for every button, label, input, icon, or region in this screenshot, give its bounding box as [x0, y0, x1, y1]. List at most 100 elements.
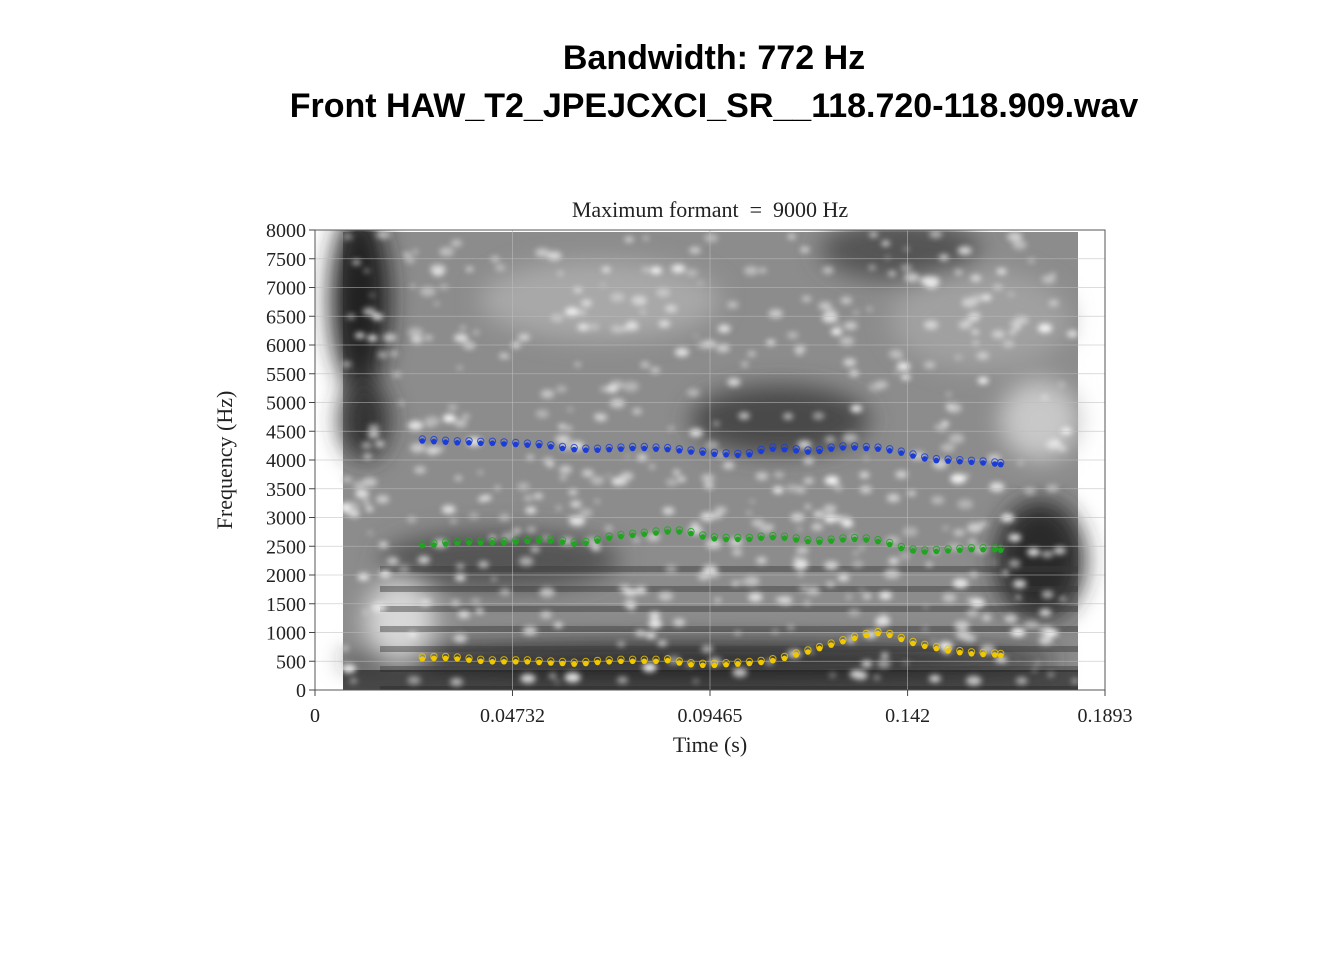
- spec-speckle: [900, 552, 911, 560]
- spec-speckle: [407, 676, 421, 685]
- spec-speckle: [1053, 546, 1066, 555]
- spec-speckle: [591, 544, 601, 551]
- formant-point: [442, 541, 449, 547]
- spec-speckle: [881, 653, 889, 658]
- spec-speckle: [825, 309, 838, 317]
- spec-speckle: [624, 454, 631, 459]
- spec-speckle: [518, 333, 530, 342]
- spec-speckle: [414, 466, 426, 474]
- spec-speckle: [896, 362, 911, 371]
- spec-speckle: [457, 610, 471, 619]
- spec-speckle: [976, 351, 989, 360]
- formant-point: [442, 655, 449, 662]
- y-tick-label: 4000: [266, 450, 306, 472]
- formant-point: [851, 445, 858, 451]
- spec-speckle: [379, 570, 391, 578]
- formant-point: [770, 534, 776, 541]
- spec-speckle: [657, 640, 668, 647]
- formant-point: [536, 538, 542, 544]
- grid: [314, 229, 1106, 691]
- formant-point: [805, 449, 811, 455]
- formant-point: [723, 452, 729, 458]
- spec-speckle: [837, 573, 850, 582]
- spec-speckle: [417, 556, 431, 564]
- spec-speckle: [972, 341, 979, 346]
- spec-speckle: [734, 631, 741, 636]
- spec-speckle: [382, 333, 397, 342]
- spec-speckle: [801, 295, 812, 302]
- spec-speckle: [900, 264, 913, 272]
- spec-speckle: [689, 246, 701, 254]
- y-tick-label: 0: [296, 680, 306, 702]
- spec-speckle: [940, 443, 955, 453]
- spec-speckle: [811, 523, 823, 531]
- spec-speckle: [408, 631, 417, 637]
- spec-speckle: [634, 586, 647, 594]
- spec-speckle: [559, 465, 572, 474]
- formant-point: [524, 659, 531, 665]
- formant-point: [746, 452, 753, 458]
- spec-speckle: [966, 609, 979, 617]
- spec-speckle: [439, 247, 454, 257]
- formant-point: [910, 453, 916, 459]
- y-tick-label: 500: [276, 651, 306, 673]
- spec-speckle: [970, 274, 982, 282]
- spec-speckle: [461, 414, 470, 419]
- y-tick-label: 2500: [266, 536, 306, 558]
- formant-point: [466, 540, 472, 546]
- spec-speckle: [881, 240, 890, 246]
- spec-speckle: [768, 309, 783, 319]
- spec-speckle: [879, 614, 889, 620]
- spec-speckle: [859, 546, 865, 550]
- spec-speckle: [842, 433, 858, 443]
- spec-speckle: [686, 269, 698, 277]
- title-line-filename: Front HAW_T2_JPEJCXCI_SR__118.720-118.90…: [289, 87, 1139, 125]
- spec-speckle: [374, 440, 385, 447]
- formant-point: [921, 549, 928, 555]
- spec-speckle: [803, 477, 814, 485]
- spec-speckle: [526, 455, 534, 460]
- formant-point: [828, 642, 834, 648]
- spec-speckle: [929, 230, 943, 239]
- spec-speckle: [939, 642, 945, 646]
- spec-speckle: [640, 361, 650, 368]
- spec-speckle: [829, 673, 837, 678]
- formant-point: [968, 546, 975, 553]
- spec-speckle: [642, 663, 657, 672]
- formant-point: [828, 538, 834, 544]
- spec-speckle: [478, 561, 489, 568]
- spec-speckle: [605, 474, 611, 478]
- spec-speckle: [1038, 625, 1053, 635]
- y-axis-label: Frequency (Hz): [212, 391, 237, 530]
- spec-speckle: [931, 496, 945, 505]
- spec-speckle: [499, 588, 511, 596]
- formant-point: [997, 461, 1004, 468]
- formant-point: [781, 446, 788, 453]
- formant-point: [816, 539, 823, 545]
- spec-speckle: [605, 526, 613, 531]
- spec-speckle: [539, 587, 555, 598]
- spec-speckle: [738, 412, 750, 420]
- spec-speckle: [540, 389, 555, 399]
- spec-speckle: [1017, 461, 1024, 465]
- spec-speckle: [432, 268, 445, 277]
- formant-point: [735, 452, 741, 459]
- spec-speckle: [495, 264, 506, 271]
- formant-point: [910, 548, 916, 554]
- spec-speckle: [859, 472, 870, 479]
- spec-speckle: [957, 499, 974, 510]
- spec-speckle: [398, 565, 410, 573]
- spec-speckle: [650, 266, 662, 275]
- spec-speckle: [354, 332, 365, 339]
- formant-point: [840, 638, 846, 645]
- formant-point: [688, 530, 694, 537]
- spec-speckle: [714, 506, 727, 515]
- spec-speckle: [546, 462, 555, 468]
- formant-point: [980, 651, 986, 658]
- formant-1-track: [418, 435, 1005, 468]
- spec-speckle: [641, 267, 650, 273]
- spec-speckle: [378, 541, 389, 548]
- spec-speckle: [804, 505, 811, 509]
- spec-speckle: [410, 443, 426, 453]
- formant-point: [828, 446, 834, 452]
